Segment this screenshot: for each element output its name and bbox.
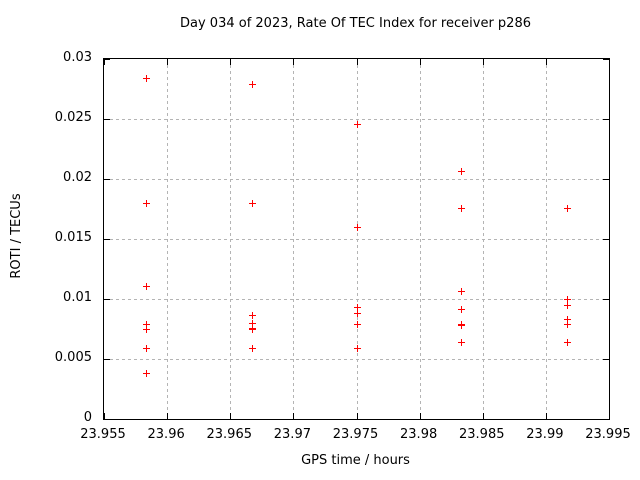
data-point-marker: [458, 204, 466, 212]
x-tick-mark: [609, 413, 610, 419]
data-point-marker: [353, 310, 361, 318]
y-tick-mark: [104, 59, 110, 60]
y-tick-mark: [104, 119, 110, 120]
data-point-marker: [248, 81, 256, 89]
x-tick-mark: [357, 59, 358, 65]
x-tick-label: 23.97: [273, 427, 311, 442]
data-point-marker: [564, 204, 572, 212]
data-point-marker: [564, 296, 572, 303]
x-tick-mark: [546, 59, 547, 65]
x-tick-mark: [293, 413, 294, 419]
data-point-marker: [248, 320, 256, 327]
plot-area: [103, 58, 610, 420]
y-tick-mark: [603, 239, 609, 240]
y-tick-label: 0.015: [54, 230, 92, 245]
data-point-marker: [142, 282, 150, 290]
y-tick-label: 0.025: [54, 110, 92, 125]
y-tick-mark: [603, 59, 609, 60]
y-gridline: [104, 299, 609, 300]
data-point-marker: [142, 75, 150, 83]
y-gridline: [104, 239, 609, 240]
y-tick-mark: [104, 299, 110, 300]
y-tick-mark: [603, 179, 609, 180]
y-tick-mark: [603, 419, 609, 420]
x-tick-label: 23.995: [585, 427, 631, 442]
x-tick-label: 23.99: [526, 427, 564, 442]
data-point-marker: [353, 224, 361, 231]
data-point-marker: [142, 200, 150, 207]
y-gridline: [104, 179, 609, 180]
data-point-marker: [353, 321, 361, 329]
y-gridline: [104, 359, 609, 360]
x-tick-label: 23.955: [80, 427, 126, 442]
x-tick-mark: [104, 59, 105, 65]
y-tick-mark: [104, 239, 110, 240]
data-point-marker: [142, 321, 150, 329]
data-point-marker: [458, 167, 466, 175]
x-tick-mark: [609, 59, 610, 65]
data-point-marker: [458, 339, 466, 347]
data-point-marker: [248, 311, 256, 319]
data-point-marker: [142, 345, 150, 353]
y-tick-label: 0.005: [54, 350, 92, 365]
chart-title: Day 034 of 2023, Rate Of TEC Index for r…: [180, 16, 531, 31]
y-tick-label: 0.03: [63, 50, 92, 65]
y-tick-label: 0.02: [63, 170, 92, 185]
data-point-marker: [564, 321, 572, 329]
x-tick-mark: [483, 59, 484, 65]
data-point-marker: [142, 326, 150, 333]
y-gridline: [104, 119, 609, 120]
x-tick-label: 23.985: [459, 427, 505, 442]
data-point-marker: [564, 302, 572, 309]
x-tick-label: 23.96: [147, 427, 185, 442]
x-tick-mark: [357, 413, 358, 419]
y-tick-mark: [603, 299, 609, 300]
y-tick-mark: [104, 359, 110, 360]
data-point-marker: [564, 316, 572, 324]
data-point-marker: [142, 370, 150, 378]
data-point-marker: [353, 120, 361, 128]
data-point-marker: [248, 326, 256, 333]
x-tick-mark: [420, 59, 421, 65]
x-tick-mark: [483, 413, 484, 419]
x-tick-mark: [167, 413, 168, 419]
x-tick-label: 23.975: [332, 427, 379, 442]
y-tick-label: 0.01: [63, 290, 92, 305]
x-tick-mark: [230, 59, 231, 65]
x-tick-label: 23.965: [206, 427, 253, 442]
x-tick-mark: [546, 413, 547, 419]
y-tick-mark: [104, 179, 110, 180]
x-tick-mark: [420, 413, 421, 419]
x-tick-mark: [293, 59, 294, 65]
x-tick-mark: [167, 59, 168, 65]
data-point-marker: [458, 322, 466, 330]
x-tick-mark: [104, 413, 105, 419]
y-tick-mark: [603, 359, 609, 360]
data-point-marker: [248, 200, 256, 207]
y-tick-mark: [104, 419, 110, 420]
y-tick-label: 0: [83, 410, 92, 425]
data-point-marker: [458, 287, 466, 295]
data-point-marker: [353, 304, 361, 312]
y-tick-mark: [603, 119, 609, 120]
x-tick-label: 23.98: [400, 427, 438, 442]
data-point-marker: [248, 345, 256, 353]
data-point-marker: [353, 345, 361, 353]
x-axis-label: GPS time / hours: [301, 453, 410, 468]
x-tick-mark: [230, 413, 231, 419]
data-point-marker: [564, 339, 572, 347]
data-point-marker: [458, 305, 466, 313]
